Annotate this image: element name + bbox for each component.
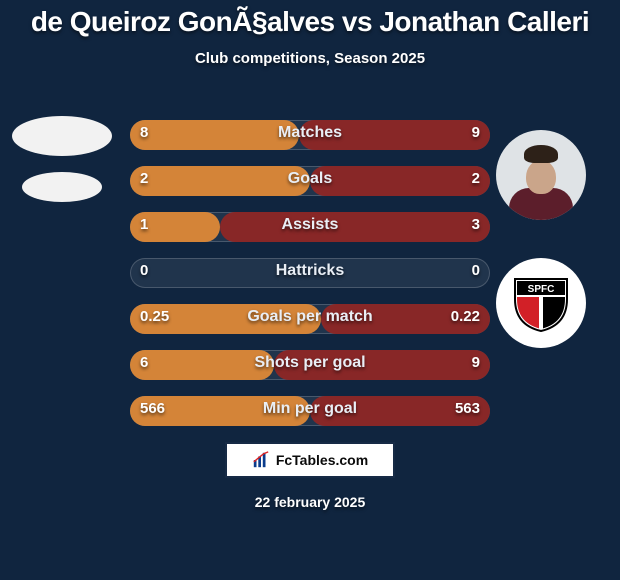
player-left-avatar-2	[22, 172, 102, 202]
brand-badge[interactable]: FcTables.com	[225, 442, 395, 478]
stat-row: Assists13	[130, 210, 490, 244]
stat-bar-right	[274, 350, 490, 380]
stats-table: Matches89 Goals22 Assists13 Hattricks00 Goal…	[130, 118, 490, 440]
player-left-avatar-1	[12, 116, 112, 156]
player-right-avatar	[496, 130, 586, 220]
stat-row: Matches89	[130, 118, 490, 152]
stat-bar-track	[130, 258, 490, 288]
stat-row: Hattricks00	[130, 256, 490, 290]
stat-bar-left	[130, 350, 274, 380]
club-crest: SPFC	[496, 258, 586, 348]
stat-bar-right	[299, 120, 490, 150]
stat-row: Goals per match0.250.22	[130, 302, 490, 336]
stat-bar-right	[220, 212, 490, 242]
stat-bar-right	[321, 304, 490, 334]
footer-date: 22 february 2025	[0, 494, 620, 510]
club-crest-svg: SPFC	[509, 271, 573, 335]
stat-bar-left	[130, 120, 299, 150]
stat-bar-left	[130, 304, 321, 334]
stat-row: Shots per goal69	[130, 348, 490, 382]
stat-row: Goals22	[130, 164, 490, 198]
stat-bar-left	[130, 396, 310, 426]
brand-logo-icon	[252, 451, 270, 469]
page-title: de Queiroz GonÃ§alves vs Jonathan Caller…	[0, 0, 620, 38]
stat-bar-right	[310, 166, 490, 196]
avatar-hair	[524, 145, 558, 163]
stat-row: Min per goal566563	[130, 394, 490, 428]
stat-bar-right	[310, 396, 490, 426]
stat-bar-left	[130, 166, 310, 196]
stat-bar-left	[130, 212, 220, 242]
avatar-head	[526, 160, 556, 194]
brand-text: FcTables.com	[276, 452, 368, 468]
subtitle: Club competitions, Season 2025	[0, 50, 620, 67]
infographic: de Queiroz GonÃ§alves vs Jonathan Caller…	[0, 0, 620, 580]
club-crest-text: SPFC	[528, 284, 555, 295]
